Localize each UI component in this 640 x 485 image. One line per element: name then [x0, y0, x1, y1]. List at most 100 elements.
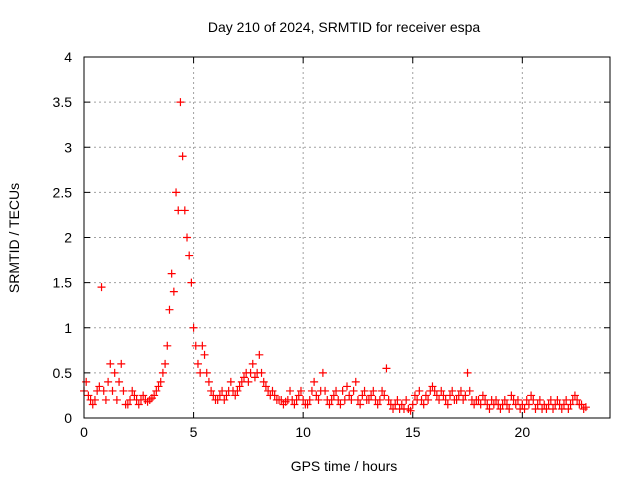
grid — [84, 57, 610, 418]
data-point — [172, 188, 181, 197]
data-point — [250, 373, 259, 382]
y-tick-label: 0 — [64, 410, 72, 426]
data-point — [356, 400, 365, 409]
data-point — [325, 400, 334, 409]
ticks: 0 5 10 15 20 0 0.5 1 1.5 2 2.5 3 3.5 4 — [53, 49, 610, 440]
data-point — [268, 386, 277, 395]
data-point — [163, 341, 172, 350]
data-point — [318, 368, 327, 377]
data-point — [535, 395, 544, 404]
data-point — [367, 391, 376, 400]
data-point — [369, 386, 378, 395]
data-point — [384, 395, 393, 404]
data-point — [231, 391, 240, 400]
x-axis-label: GPS time / hours — [291, 458, 398, 474]
data-point — [152, 386, 161, 395]
x-tick-label: 5 — [190, 424, 198, 440]
data-point — [255, 350, 264, 359]
data-point — [202, 368, 211, 377]
data-point — [577, 400, 586, 409]
data-point — [115, 377, 124, 386]
data-point — [104, 377, 113, 386]
x-tick-label: 0 — [80, 424, 88, 440]
data-point — [307, 386, 316, 395]
data-point — [415, 386, 424, 395]
data-point — [286, 386, 295, 395]
data-point — [244, 377, 253, 386]
data-point — [303, 400, 312, 409]
data-point — [233, 386, 242, 395]
data-point — [360, 386, 369, 395]
data-point — [485, 404, 494, 413]
data-point — [207, 386, 216, 395]
data-point — [428, 382, 437, 391]
data-point — [200, 350, 209, 359]
y-tick-label: 4 — [64, 49, 72, 65]
data-point — [456, 386, 465, 395]
data-point — [345, 391, 354, 400]
data-point — [257, 368, 266, 377]
data-point — [502, 400, 511, 409]
data-point — [437, 386, 446, 395]
data-point — [193, 359, 202, 368]
data-point — [204, 377, 213, 386]
data-point — [404, 404, 413, 413]
data-point — [248, 359, 257, 368]
data-point — [239, 373, 248, 382]
y-tick-label: 3.5 — [53, 94, 73, 110]
data-point — [461, 391, 470, 400]
data-point — [310, 377, 319, 386]
data-points — [80, 98, 590, 415]
plot-frame — [83, 56, 611, 419]
data-point — [119, 386, 128, 395]
data-point — [185, 251, 194, 260]
data-point — [564, 404, 573, 413]
data-point — [101, 395, 110, 404]
data-point — [492, 395, 501, 404]
data-point — [139, 391, 148, 400]
data-point — [378, 386, 387, 395]
data-point — [446, 391, 455, 400]
data-point — [222, 391, 231, 400]
data-point — [154, 382, 163, 391]
data-point — [353, 395, 362, 404]
data-point — [380, 391, 389, 400]
data-point — [220, 395, 229, 404]
data-point — [375, 395, 384, 404]
y-axis-label: SRMTID / TECUs — [6, 183, 22, 293]
data-point — [443, 400, 452, 409]
chart-title: Day 210 of 2024, SRMTID for receiver esp… — [208, 19, 481, 35]
data-point — [99, 386, 108, 395]
data-point — [176, 98, 185, 107]
data-point — [128, 386, 137, 395]
data-point — [305, 395, 314, 404]
data-point — [312, 391, 321, 400]
data-point — [419, 400, 428, 409]
data-point — [570, 391, 579, 400]
data-point — [336, 400, 345, 409]
data-point — [406, 406, 415, 415]
data-point — [448, 386, 457, 395]
data-point — [270, 391, 279, 400]
data-point — [410, 391, 419, 400]
data-point — [549, 404, 558, 413]
data-point — [106, 359, 115, 368]
data-point — [88, 400, 97, 409]
data-point — [441, 395, 450, 404]
data-point — [123, 400, 132, 409]
data-point — [145, 395, 154, 404]
data-point — [408, 400, 417, 409]
data-point — [500, 395, 509, 404]
data-point — [226, 377, 235, 386]
data-point — [117, 359, 126, 368]
data-point — [421, 391, 430, 400]
data-point — [158, 368, 167, 377]
data-point — [198, 341, 207, 350]
data-point — [397, 400, 406, 409]
data-point — [290, 400, 299, 409]
y-tick-label: 1.5 — [53, 275, 73, 291]
data-point — [167, 269, 176, 278]
data-point — [351, 377, 360, 386]
